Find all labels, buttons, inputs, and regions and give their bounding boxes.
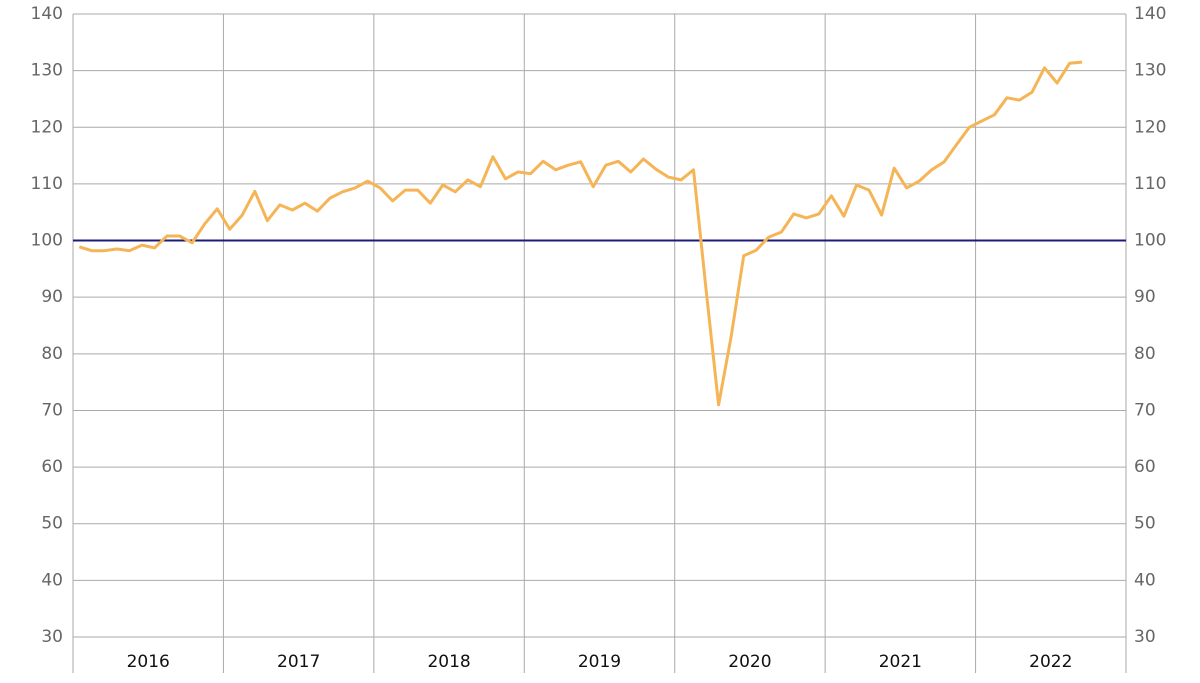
x-tick-label: 2021	[879, 652, 922, 672]
y2-tick-label: 100	[1134, 231, 1166, 251]
y2-tick-label: 70	[1134, 400, 1156, 420]
y2-tick-label: 130	[1134, 61, 1166, 81]
y2-tick-label: 50	[1134, 514, 1156, 534]
y2-tick-label: 120	[1134, 117, 1166, 137]
data-line	[78, 60, 1083, 407]
x-tick-label: 2022	[1029, 652, 1072, 672]
y2-tick-label: 40	[1134, 570, 1156, 590]
y-tick-label: 70	[41, 400, 63, 420]
y-tick-label: 50	[41, 514, 63, 534]
x-tick-label: 2019	[578, 652, 621, 672]
y-tick-label: 90	[41, 287, 63, 307]
y-tick-label: 100	[31, 231, 63, 251]
y-tick-label: 80	[41, 344, 63, 364]
y-tick-label: 40	[41, 570, 63, 590]
y-tick-label: 120	[31, 117, 63, 137]
y-tick-label: 110	[31, 174, 63, 194]
y2-tick-label: 140	[1134, 4, 1166, 24]
y2-tick-label: 80	[1134, 344, 1156, 364]
y2-tick-label: 90	[1134, 287, 1156, 307]
y-tick-label: 140	[31, 4, 63, 24]
y-tick-label: 130	[31, 61, 63, 81]
y2-tick-label: 30	[1134, 627, 1156, 647]
y-tick-label: 30	[41, 627, 63, 647]
y-tick-label: 60	[41, 457, 63, 477]
x-tick-label: 2016	[127, 652, 170, 672]
y2-tick-label: 60	[1134, 457, 1156, 477]
x-tick-label: 2018	[427, 652, 470, 672]
x-tick-label: 2020	[728, 652, 771, 672]
y2-tick-label: 110	[1134, 174, 1166, 194]
x-tick-label: 2017	[277, 652, 320, 672]
